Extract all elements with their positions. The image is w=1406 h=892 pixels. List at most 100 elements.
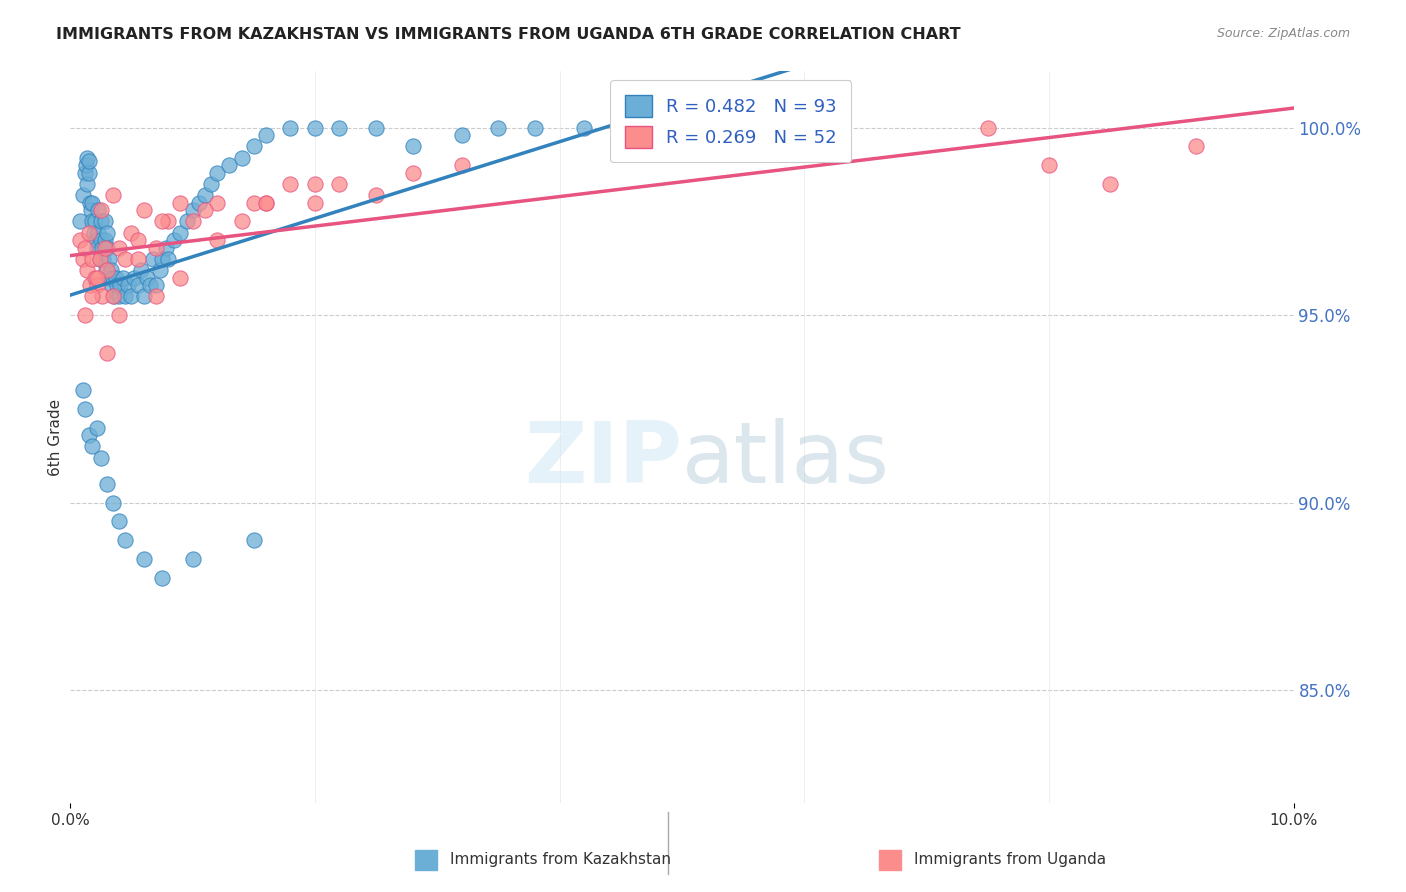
Point xyxy=(101,270,124,285)
Point xyxy=(80,203,103,218)
Point xyxy=(328,177,350,191)
Point xyxy=(150,252,173,266)
Point xyxy=(100,263,122,277)
Point xyxy=(149,263,172,277)
Point xyxy=(79,278,101,293)
Point xyxy=(155,241,177,255)
Point xyxy=(104,270,127,285)
Point xyxy=(280,120,302,135)
Point xyxy=(94,263,117,277)
Legend: R = 0.482   N = 93, R = 0.269   N = 52: R = 0.482 N = 93, R = 0.269 N = 52 xyxy=(610,80,852,162)
Point xyxy=(610,120,633,135)
Point xyxy=(114,289,136,303)
Point xyxy=(69,214,91,228)
Point xyxy=(169,270,191,285)
Point xyxy=(163,233,186,247)
Point xyxy=(450,128,472,142)
Point xyxy=(176,214,198,228)
Point xyxy=(181,552,204,566)
Point xyxy=(243,533,266,548)
Point xyxy=(90,450,112,465)
Point xyxy=(96,477,118,491)
Point xyxy=(304,195,326,210)
Point xyxy=(101,496,124,510)
Point xyxy=(72,383,94,397)
Point xyxy=(231,151,253,165)
Point xyxy=(86,278,108,293)
Point xyxy=(121,226,143,240)
Point xyxy=(76,177,98,191)
Point xyxy=(93,233,115,247)
Point xyxy=(82,440,104,454)
Point xyxy=(114,533,136,548)
Point xyxy=(101,188,124,202)
Point xyxy=(793,120,815,135)
Text: Immigrants from Uganda: Immigrants from Uganda xyxy=(914,853,1107,867)
Point xyxy=(79,195,101,210)
Point xyxy=(96,226,118,240)
Point xyxy=(82,252,104,266)
Point xyxy=(328,120,350,135)
Point xyxy=(733,120,755,135)
Point xyxy=(108,241,131,255)
Point xyxy=(169,226,191,240)
Point xyxy=(117,278,139,293)
Point xyxy=(83,214,105,228)
Point xyxy=(169,195,191,210)
Point xyxy=(77,166,100,180)
Point xyxy=(101,289,124,303)
Point xyxy=(108,515,131,529)
Point xyxy=(1184,139,1206,153)
Point xyxy=(114,252,136,266)
Point xyxy=(205,166,228,180)
Point xyxy=(96,345,118,359)
Point xyxy=(105,278,128,293)
Text: Source: ZipAtlas.com: Source: ZipAtlas.com xyxy=(1216,27,1350,40)
Point xyxy=(122,270,145,285)
Point xyxy=(127,252,149,266)
Point xyxy=(121,289,143,303)
Point xyxy=(82,214,104,228)
Point xyxy=(98,252,121,266)
Point xyxy=(132,203,155,218)
Point xyxy=(111,270,134,285)
Point xyxy=(194,203,217,218)
Point xyxy=(72,252,94,266)
Point xyxy=(150,571,173,585)
Point xyxy=(200,177,222,191)
Point xyxy=(366,188,388,202)
Point xyxy=(73,308,96,322)
Point xyxy=(402,139,425,153)
Point xyxy=(110,278,132,293)
Point xyxy=(1038,158,1060,172)
Text: ZIP: ZIP xyxy=(524,417,682,500)
Point xyxy=(129,263,152,277)
Point xyxy=(977,120,1000,135)
Point xyxy=(97,270,120,285)
Point xyxy=(77,154,100,169)
Point xyxy=(91,289,114,303)
Point xyxy=(87,226,110,240)
Point xyxy=(243,139,266,153)
Point xyxy=(90,203,112,218)
Point xyxy=(76,151,98,165)
Point xyxy=(90,233,112,247)
Point xyxy=(254,128,277,142)
Point xyxy=(72,188,94,202)
Point xyxy=(93,214,115,228)
Point xyxy=(280,177,302,191)
Point xyxy=(89,252,111,266)
Point xyxy=(254,195,277,210)
Point xyxy=(87,203,110,218)
Point xyxy=(205,233,228,247)
Point xyxy=(96,263,118,277)
Point xyxy=(488,120,510,135)
Point xyxy=(218,158,240,172)
Point xyxy=(243,195,266,210)
Point xyxy=(205,195,228,210)
Point xyxy=(83,226,105,240)
Point xyxy=(304,177,326,191)
Point xyxy=(73,401,96,416)
Point xyxy=(671,120,693,135)
Point xyxy=(145,278,167,293)
